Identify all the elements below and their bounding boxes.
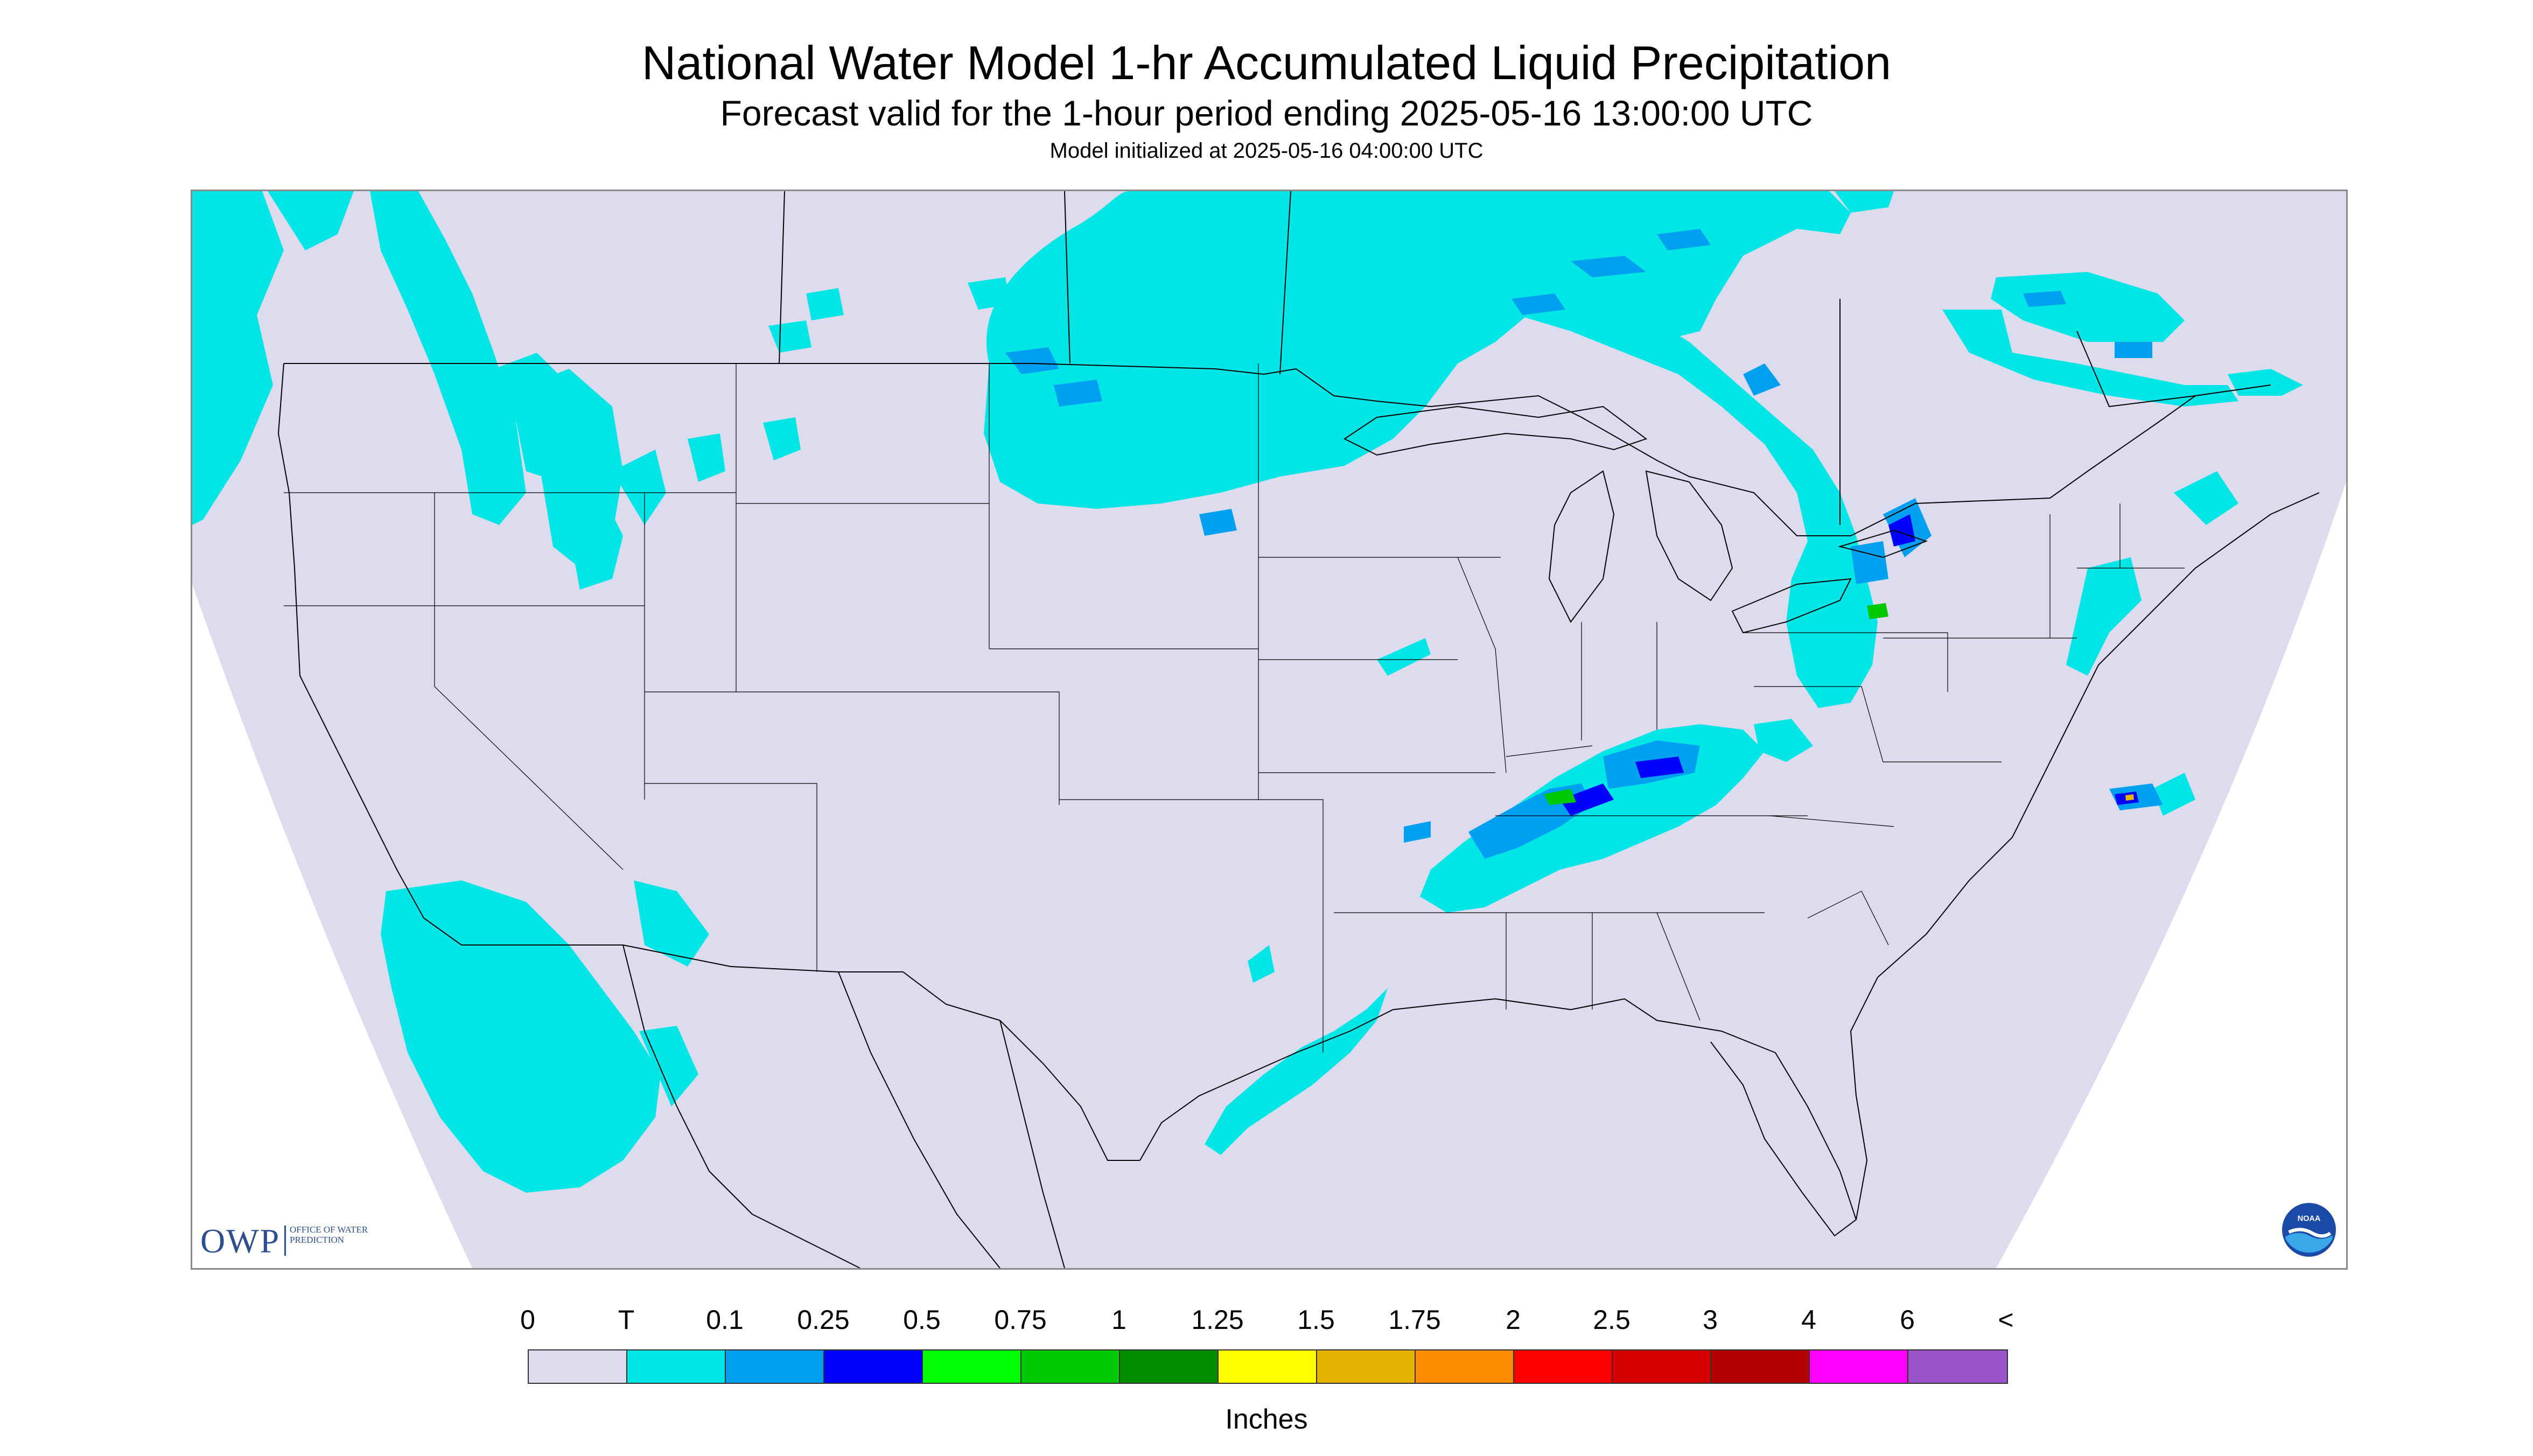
map-canvas bbox=[192, 191, 2346, 1268]
precip-light-areas bbox=[1005, 229, 2163, 859]
legend-swatch bbox=[1908, 1350, 2007, 1383]
legend-tick-label: < bbox=[1998, 1305, 2014, 1335]
legend-swatch bbox=[1711, 1350, 1810, 1383]
legend-tick-label: 3 bbox=[1703, 1305, 1718, 1335]
legend-tick-label: 1.25 bbox=[1191, 1305, 1244, 1335]
legend-swatch bbox=[1317, 1350, 1416, 1383]
precip-heavier-areas bbox=[2125, 794, 2134, 801]
legend-tick-label: 0.1 bbox=[706, 1305, 744, 1335]
legend-swatch bbox=[1810, 1350, 1908, 1383]
legend-tick-label: 1.5 bbox=[1297, 1305, 1335, 1335]
legend-swatch bbox=[1021, 1350, 1120, 1383]
legend-swatch bbox=[1219, 1350, 1317, 1383]
legend-tick-label: T bbox=[618, 1305, 635, 1335]
forecast-valid-subtitle: Forecast valid for the 1-hour period end… bbox=[720, 93, 1813, 133]
legend-units-label: Inches bbox=[1225, 1404, 1308, 1435]
owp-mark: OWP bbox=[200, 1222, 281, 1260]
owp-divider bbox=[284, 1226, 286, 1256]
precip-legend: 0 T 0.1 0.25 0.5 0.75 1 1.25 1.5 1.75 2 2.5 3 4 6 < Inc… bbox=[0, 1292, 2533, 1454]
precip-trace-areas bbox=[192, 191, 2303, 1193]
state-boundaries bbox=[284, 363, 2185, 1053]
legend-tick-label: 0.75 bbox=[994, 1305, 1047, 1335]
model-init-subtitle: Model initialized at 2025-05-16 04:00:00… bbox=[1049, 139, 1484, 163]
legend-swatch bbox=[1514, 1350, 1613, 1383]
legend-swatch bbox=[1416, 1350, 1514, 1383]
legend-tick-label: 6 bbox=[1900, 1305, 1915, 1335]
legend-swatch bbox=[923, 1350, 1021, 1383]
precip-heavy-areas bbox=[1544, 603, 1888, 805]
map-title: National Water Model 1-hr Accumulated Li… bbox=[641, 36, 1892, 89]
legend-tick-label: 2.5 bbox=[1593, 1305, 1631, 1335]
legend-tick-label: 4 bbox=[1801, 1305, 1816, 1335]
noaa-text: NOAA bbox=[2298, 1214, 2321, 1223]
legend-swatch bbox=[726, 1350, 824, 1383]
legend-tick-label: 0.25 bbox=[797, 1305, 850, 1335]
precipitation-map bbox=[191, 190, 2348, 1270]
legend-color-bar bbox=[528, 1349, 2008, 1384]
legend-tick-label: 0.5 bbox=[903, 1305, 941, 1335]
legend-swatch bbox=[627, 1350, 726, 1383]
legend-swatch bbox=[529, 1350, 627, 1383]
legend-swatch bbox=[824, 1350, 923, 1383]
noaa-logo-icon: NOAA bbox=[2282, 1203, 2336, 1257]
owp-office-name: OFFICE OF WATER PREDICTION bbox=[290, 1224, 368, 1245]
legend-tick-label: 1 bbox=[1111, 1305, 1126, 1335]
legend-tick-label: 0 bbox=[520, 1305, 535, 1335]
geographic-boundaries bbox=[277, 191, 2320, 1268]
legend-tick-label: 1.75 bbox=[1388, 1305, 1441, 1335]
legend-swatch bbox=[1613, 1350, 1711, 1383]
legend-swatch bbox=[1120, 1350, 1219, 1383]
legend-tick-label: 2 bbox=[1506, 1305, 1521, 1335]
